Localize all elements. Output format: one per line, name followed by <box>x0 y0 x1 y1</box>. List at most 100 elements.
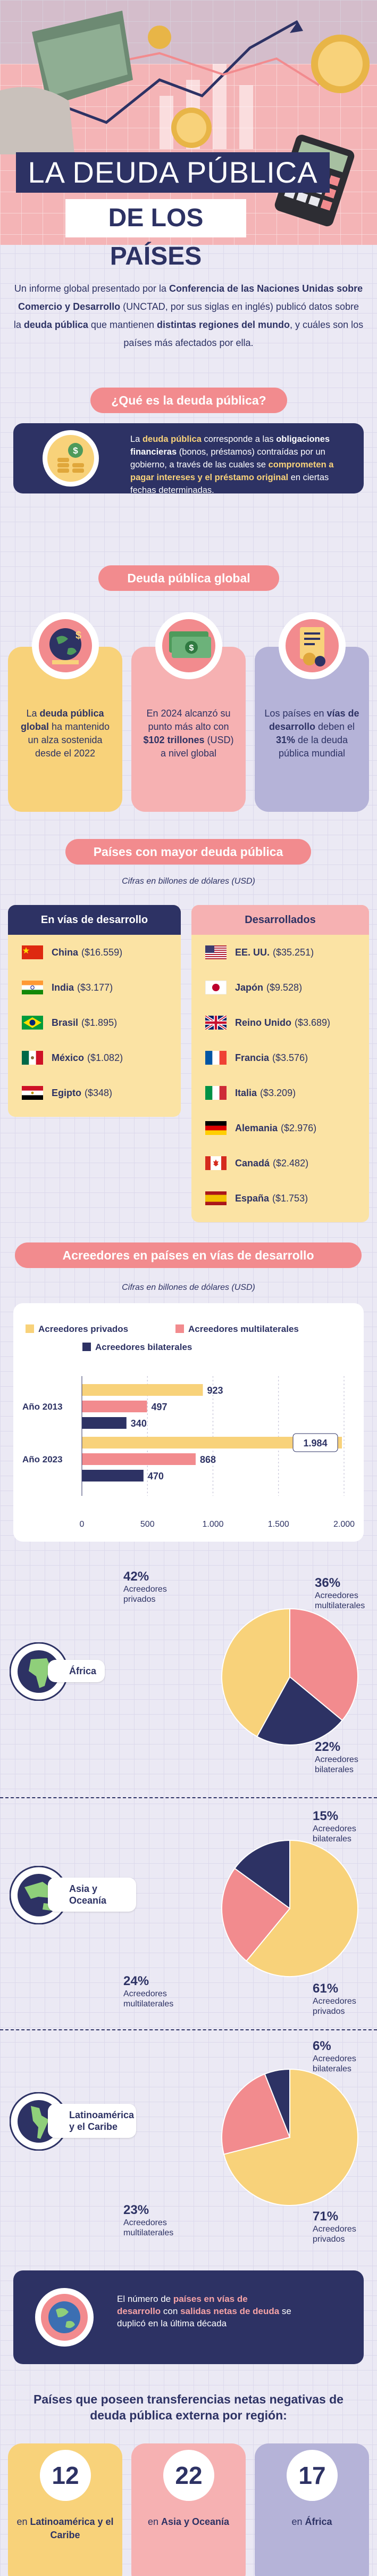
country-name: México <box>52 1052 85 1063</box>
text-segment: deuda pública <box>23 319 88 330</box>
globe-icon <box>35 2288 94 2347</box>
bar <box>82 1417 127 1429</box>
pie-slice <box>246 1839 358 1977</box>
text-segment: distintas regiones del mundo <box>157 319 290 330</box>
flag <box>205 1121 227 1135</box>
country-name: Italia <box>235 1087 257 1098</box>
value-label-bg <box>292 1433 338 1452</box>
legend-swatch <box>26 1324 34 1333</box>
transfer-number: 12 <box>52 2462 79 2489</box>
text-segment: deuda pública global <box>20 708 104 732</box>
country-amount: ($1.895) <box>81 1017 118 1028</box>
svg-text:$: $ <box>73 446 78 456</box>
flag <box>205 1016 227 1030</box>
separator <box>0 1797 377 1798</box>
country-name: Francia <box>235 1052 270 1063</box>
bar <box>82 1437 342 1449</box>
text-segment: (bonos, préstamos) contraídas por un gob… <box>130 447 325 470</box>
y-tick-label: Año 2013 <box>22 1402 63 1412</box>
number-circle <box>287 2450 338 2501</box>
table: En vías de desarrollo China ($16.559) Indi… <box>8 905 181 1117</box>
header: LA DEUDA PÚBLICA DE LOS PAÍSES <box>0 0 377 270</box>
text-segment: $102 trillones <box>143 735 205 745</box>
legend-swatch <box>175 1324 184 1333</box>
text-segment: África <box>305 2516 332 2527</box>
section-heading: ¿Qué es la deuda pública? <box>90 388 287 413</box>
pie-category: Acreedores multilaterales <box>315 1591 365 1610</box>
text-segment: (UNCTAD, por sus siglas en inglés) publi… <box>13 301 359 330</box>
title-line-1: LA DEUDA PÚBLICA <box>16 152 330 193</box>
country-amount: ($3.177) <box>77 982 113 993</box>
text-segment: salidas netas de deuda <box>180 2306 280 2316</box>
text-segment: En 2024 alcanzó su punto más alto con <box>146 708 231 732</box>
flag <box>22 945 43 959</box>
bar <box>82 1401 147 1412</box>
text-segment: en <box>16 2516 30 2527</box>
text-segment: se duplicó en la última década <box>117 2306 291 2328</box>
definition-box: $ La deuda pública corresponde a las obl… <box>13 423 364 495</box>
flag <box>22 1086 43 1100</box>
text-segment: El número de <box>117 2294 173 2304</box>
pie-label: 23% Acreedores multilaterales <box>123 2203 187 2238</box>
text-segment: vías de desarrollo <box>269 708 359 732</box>
pie-category: Acreedores bilaterales <box>313 1824 356 1843</box>
card-text: La deuda pública global ha mantenido un … <box>16 707 114 760</box>
separator <box>0 2029 377 2030</box>
country-amount: ($3.576) <box>272 1052 308 1063</box>
flag <box>205 1051 227 1065</box>
pie-category: Acreedores bilaterales <box>313 2054 356 2073</box>
definition-text: La deuda pública corresponde a las oblig… <box>130 433 354 497</box>
table-row: EE. UU. ($35.251) <box>191 935 369 970</box>
country-amount: ($2.482) <box>273 1157 309 1168</box>
pie-slice <box>221 1867 291 1962</box>
pie-slice <box>289 1608 358 1721</box>
text-segment: Un informe global presentado por la <box>14 283 170 294</box>
legend-label: Acreedores privados <box>38 1324 128 1334</box>
table-row: España ($1.753) <box>191 1181 369 1216</box>
table: Desarrollados EE. UU. ($35.251) Japón ($9.5… <box>191 905 369 1222</box>
section-heading: Acreedores en países en vías de desarrol… <box>15 1242 362 1268</box>
text-segment: (USD) a nivel global <box>160 735 234 759</box>
country-name: Japón <box>235 982 264 993</box>
card-text: Los países en vías de desarrollo deben e… <box>263 707 361 760</box>
country-name: España <box>235 1192 270 1204</box>
value-label: 340 <box>131 1418 147 1429</box>
region-label: Latinoamérica y el Caribe <box>48 2104 136 2138</box>
section-heading: Países que poseen transferencias netas n… <box>33 2392 344 2422</box>
text-segment: ha mantenido un alza sostenida desde el … <box>28 721 110 759</box>
pie-category: Acreedores multilaterales <box>123 1989 174 2009</box>
text-segment: La <box>130 434 143 444</box>
legend-label: Acreedores bilaterales <box>95 1342 192 1352</box>
country-amount: ($35.251) <box>273 947 314 958</box>
country-name: China <box>52 947 79 958</box>
pie-value-label: 23% <box>123 2203 149 2217</box>
x-tick-label: 2.000 <box>333 1520 355 1529</box>
pie-value-label: 71% <box>313 2209 339 2224</box>
y-tick-label: Año 2023 <box>22 1454 63 1464</box>
table-row: Egipto ($348) <box>8 1075 181 1110</box>
pie-category: Acreedores privados <box>313 2225 356 2244</box>
country-name: EE. UU. <box>235 947 270 958</box>
value-label: 868 <box>200 1454 216 1465</box>
subtitle: Cifras en billones de dólares (USD) <box>122 877 255 886</box>
value-label: 497 <box>152 1402 167 1412</box>
money-icon: $ <box>155 612 222 679</box>
text-segment: deben el <box>315 721 355 732</box>
pie-category: Acreedores bilaterales <box>315 1755 358 1774</box>
country-name: Brasil <box>52 1017 79 1028</box>
africa-icon <box>10 1642 68 1701</box>
pie-slice <box>256 1676 344 1746</box>
pie-value-label: 36% <box>315 1576 341 1590</box>
legend-label: Acreedores multilaterales <box>188 1324 299 1334</box>
note-text: El número de países en vías de desarroll… <box>117 2293 292 2330</box>
value-label: 470 <box>148 1471 164 1482</box>
debt-icon <box>279 612 346 679</box>
bar <box>82 1453 196 1465</box>
pie-label: 15% Acreedores bilaterales <box>313 1809 376 1844</box>
region-label: Asia y Oceanía <box>48 1878 136 1912</box>
country-name: Egipto <box>52 1087 81 1098</box>
text-segment: de la deuda pública mundial <box>278 735 348 759</box>
note-box: El número de países en vías de desarroll… <box>13 2270 364 2364</box>
number-circle <box>40 2450 91 2501</box>
table-header: En vías de desarrollo <box>8 905 181 935</box>
